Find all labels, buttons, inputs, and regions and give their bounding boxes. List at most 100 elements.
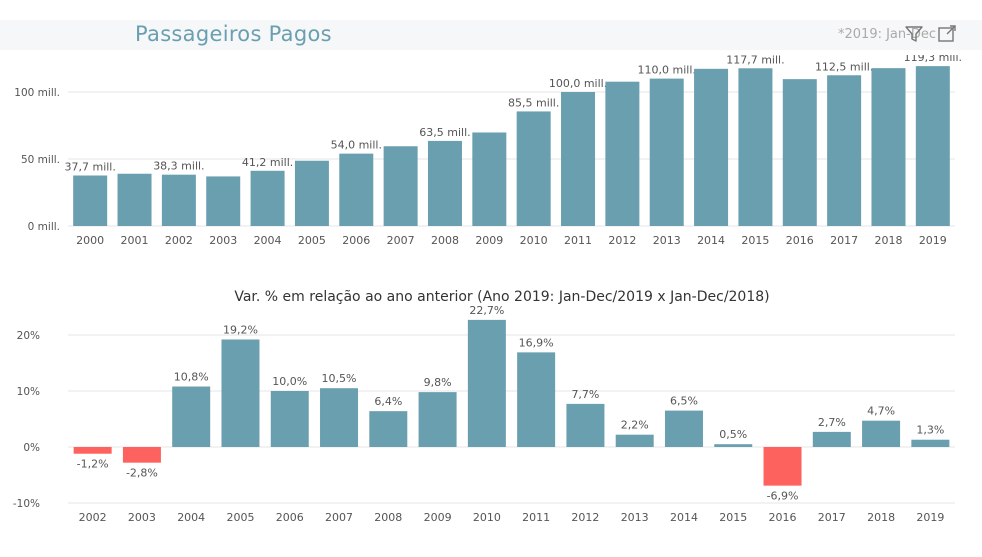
x-tick-label: 2009 <box>475 234 503 247</box>
variation-bar-chart: Var. % em relação ao ano anterior (Ano 2… <box>13 289 955 524</box>
bar <box>694 68 729 227</box>
data-label: 10,0% <box>272 375 307 388</box>
x-tick-label: 2008 <box>374 511 402 524</box>
data-label: 4,7% <box>867 405 895 418</box>
x-tick-label: 2015 <box>741 234 769 247</box>
x-tick-label: 2007 <box>325 511 353 524</box>
x-tick-label: 2013 <box>621 511 649 524</box>
data-label: 100,0 mill. <box>549 77 607 90</box>
x-tick-label: 2003 <box>128 511 156 524</box>
bar <box>73 447 112 454</box>
data-label: -2,8% <box>126 467 158 480</box>
bar <box>270 391 309 447</box>
bar <box>862 420 901 447</box>
bar <box>871 68 906 226</box>
bar <box>122 447 161 463</box>
page-title: Passageiros Pagos <box>135 22 332 46</box>
bar <box>418 392 457 447</box>
bar <box>827 75 862 226</box>
y-tick-label: 20% <box>17 330 40 342</box>
x-tick-label: 2017 <box>830 234 858 247</box>
bar <box>161 174 196 226</box>
x-tick-label: 2019 <box>919 234 947 247</box>
x-tick-label: 2013 <box>653 234 681 247</box>
y-tick-label: 0% <box>23 442 40 454</box>
bar <box>73 175 108 226</box>
filter-icon[interactable] <box>904 25 924 43</box>
bar <box>320 388 359 447</box>
data-label: 110,0 mill. <box>638 64 696 77</box>
data-label: -6,9% <box>767 490 799 503</box>
data-label: 117,7 mill. <box>726 55 784 66</box>
bar <box>294 160 329 226</box>
bar <box>763 447 802 486</box>
bar <box>605 81 640 226</box>
bar <box>615 434 654 447</box>
data-label: 63,5 mill. <box>419 126 470 139</box>
data-label: 10,8% <box>174 371 209 384</box>
x-tick-label: 2005 <box>298 234 326 247</box>
x-tick-label: 2012 <box>571 511 599 524</box>
x-tick-label: 2007 <box>387 234 415 247</box>
bar <box>383 146 418 226</box>
bar <box>467 319 506 447</box>
focus-mode-icon[interactable] <box>937 25 957 43</box>
bar <box>427 140 462 226</box>
bar <box>812 431 851 447</box>
data-label: 22,7% <box>469 304 504 317</box>
x-tick-label: 2018 <box>874 234 902 247</box>
bar <box>915 66 950 226</box>
data-label: 10,5% <box>322 372 357 385</box>
visual-header <box>0 20 982 50</box>
data-label: 41,2 mill. <box>242 156 293 169</box>
x-tick-label: 2008 <box>431 234 459 247</box>
y-tick-label: 0 mill. <box>28 221 60 233</box>
bar <box>250 170 285 226</box>
bar <box>566 403 605 447</box>
y-tick-label: -10% <box>13 498 40 510</box>
y-tick-label: 100 mill. <box>14 87 60 99</box>
bar <box>782 79 817 226</box>
data-label: 54,0 mill. <box>331 139 382 152</box>
bar <box>911 439 950 447</box>
y-tick-label: 10% <box>17 386 40 398</box>
bar <box>339 153 374 226</box>
x-tick-label: 2010 <box>520 234 548 247</box>
x-tick-label: 2002 <box>165 234 193 247</box>
x-tick-label: 2009 <box>424 511 452 524</box>
x-tick-label: 2006 <box>276 511 304 524</box>
data-label: -1,2% <box>77 458 109 471</box>
data-label: 19,2% <box>223 323 258 336</box>
x-tick-label: 2001 <box>121 234 149 247</box>
data-label: 0,5% <box>719 428 747 441</box>
x-tick-label: 2014 <box>670 511 698 524</box>
x-tick-label: 2003 <box>209 234 237 247</box>
x-tick-label: 2004 <box>254 234 282 247</box>
x-tick-label: 2004 <box>177 511 205 524</box>
data-label: 38,3 mill. <box>153 160 204 173</box>
data-label: 37,7 mill. <box>64 160 115 173</box>
bar <box>472 132 507 226</box>
x-tick-label: 2002 <box>79 511 107 524</box>
data-label: 85,5 mill. <box>508 96 559 109</box>
x-tick-label: 2010 <box>473 511 501 524</box>
bar <box>649 78 684 226</box>
bar <box>206 176 241 226</box>
x-tick-label: 2016 <box>769 511 797 524</box>
data-label: 112,5 mill. <box>815 60 873 73</box>
bar <box>517 352 556 447</box>
chart-title: Var. % em relação ao ano anterior (Ano 2… <box>234 289 769 305</box>
x-tick-label: 2011 <box>564 234 592 247</box>
data-label: 2,2% <box>621 419 649 432</box>
data-label: 6,4% <box>374 395 402 408</box>
data-label: 119,3 mill. <box>904 55 962 64</box>
data-label: 6,5% <box>670 395 698 408</box>
x-tick-label: 2017 <box>818 511 846 524</box>
x-tick-label: 2015 <box>719 511 747 524</box>
data-label: 7,7% <box>571 388 599 401</box>
bar <box>664 410 703 447</box>
x-tick-label: 2012 <box>608 234 636 247</box>
x-tick-label: 2018 <box>867 511 895 524</box>
bar <box>117 173 152 226</box>
